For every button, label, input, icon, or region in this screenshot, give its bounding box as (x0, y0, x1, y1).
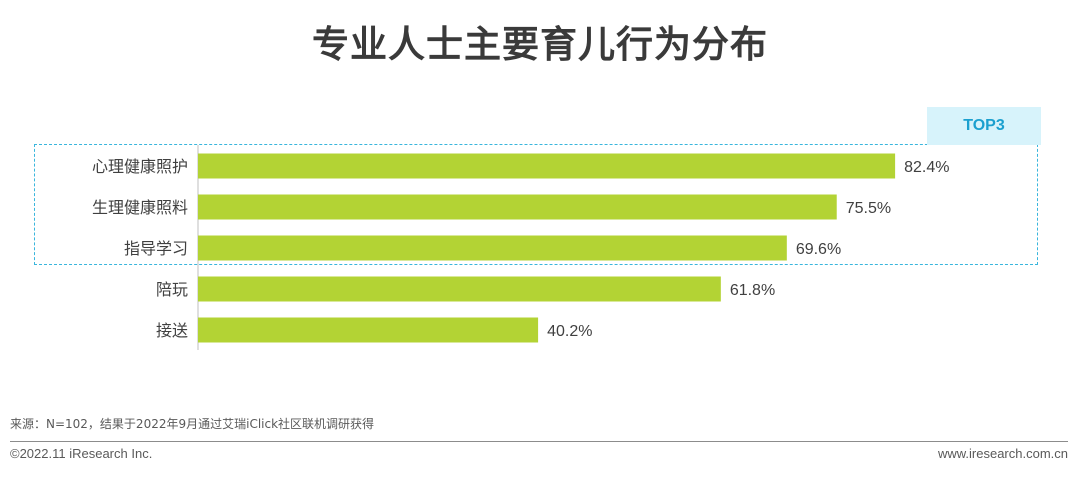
website-link[interactable]: www.iresearch.com.cn (937, 446, 1068, 461)
category-label: 指导学习 (124, 239, 188, 258)
value-label: 75.5% (846, 200, 891, 217)
value-label: 61.8% (730, 282, 775, 299)
bar (198, 317, 539, 343)
footer-divider (10, 441, 1068, 442)
value-label: 40.2% (547, 323, 592, 340)
value-label: 69.6% (796, 241, 841, 258)
copyright-text: ©2022.11 iResearch Inc. (10, 446, 153, 461)
category-label: 生理健康照料 (92, 198, 188, 217)
top3-badge: TOP3 (927, 107, 1041, 145)
source-note: 来源：N=102，结果于2022年9月通过艾瑞iClick社区联机调研获得 (10, 417, 375, 431)
value-label: 82.4% (904, 159, 949, 176)
top3-highlight-box (34, 144, 1038, 265)
bar (198, 194, 837, 220)
bar (198, 276, 721, 302)
chart-title: 专业人士主要育儿行为分布 (312, 23, 768, 66)
category-label: 心理健康照护 (92, 157, 188, 176)
bar (198, 153, 896, 179)
bar (198, 235, 787, 261)
category-label: 接送 (156, 321, 188, 340)
category-label: 陪玩 (156, 280, 188, 299)
